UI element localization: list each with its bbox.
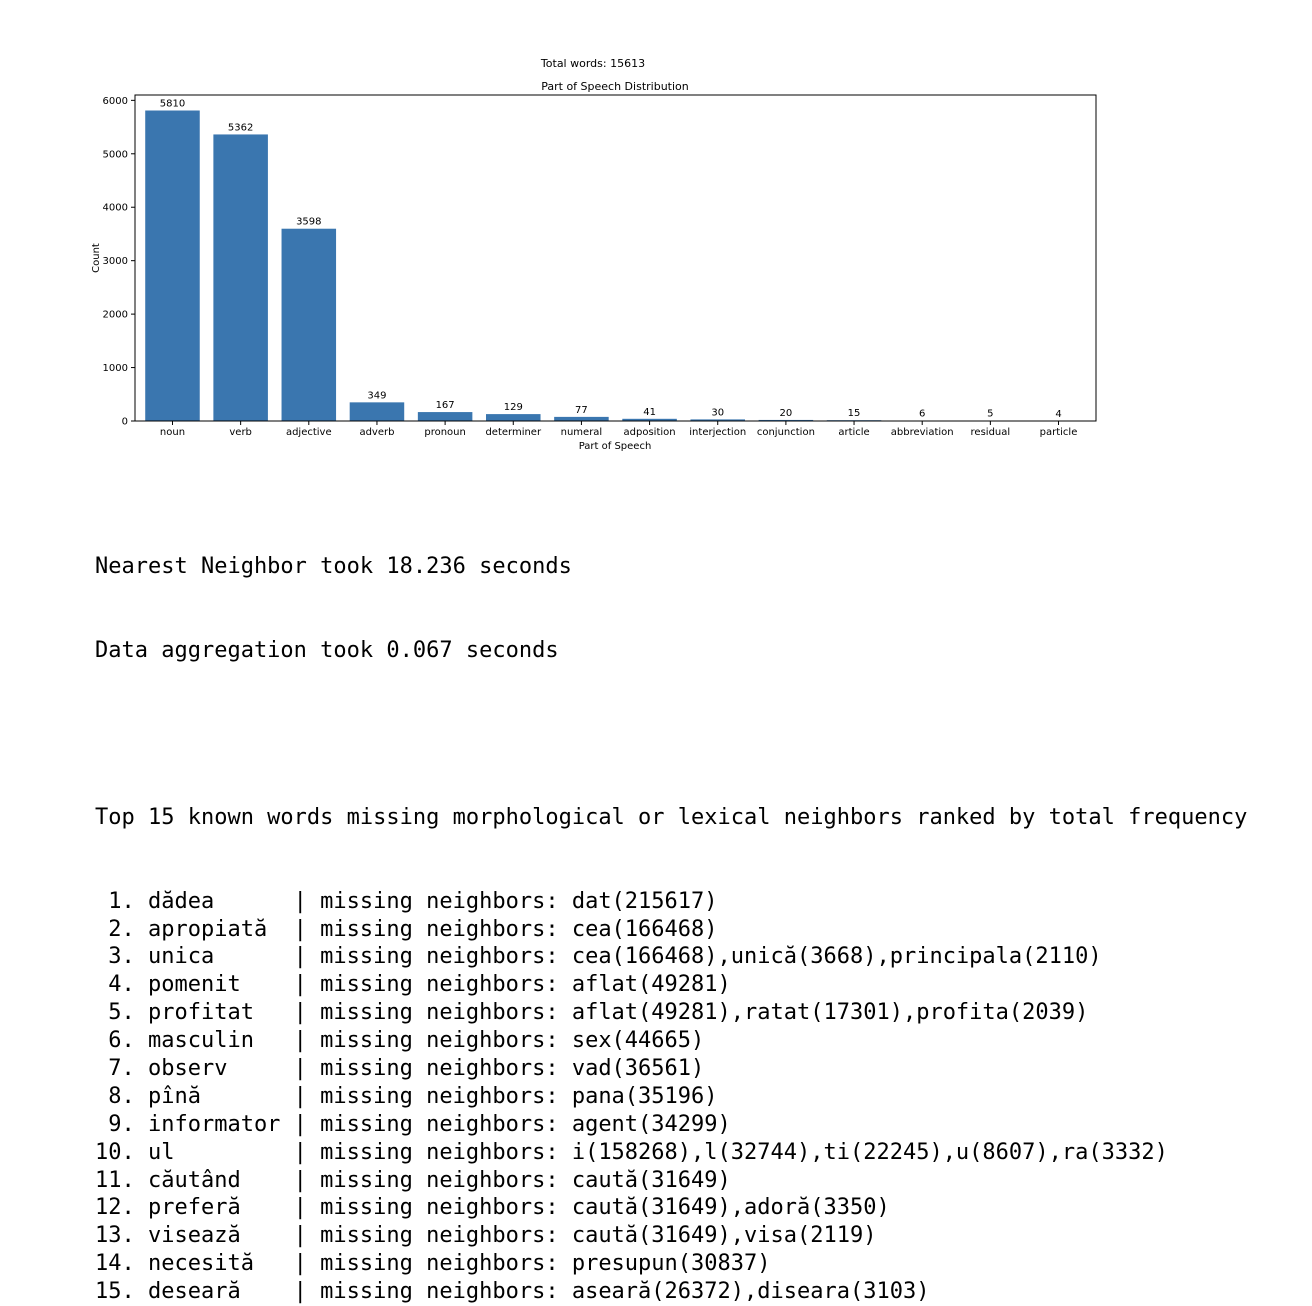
x-tick-label: adposition: [624, 427, 676, 438]
bar-value-label: 5362: [228, 122, 253, 133]
y-tick-label: 1000: [103, 363, 128, 374]
bar-value-label: 5810: [160, 98, 185, 109]
x-tick-label: numeral: [561, 427, 603, 438]
bar-value-label: 167: [436, 400, 455, 411]
bar: [282, 229, 337, 421]
bar: [145, 110, 200, 421]
bar-value-label: 4: [1055, 409, 1061, 420]
result-row: 2. apropiată | missing neighbors: cea(16…: [95, 916, 1247, 944]
result-row: 1. dădea | missing neighbors: dat(215617…: [95, 888, 1247, 916]
x-tick-label: conjunction: [757, 427, 815, 438]
bar: [350, 402, 405, 421]
y-axis-label: Count: [91, 243, 102, 273]
result-row: 12. preferă | missing neighbors: caută(3…: [95, 1194, 1247, 1222]
result-row: 11. căutând | missing neighbors: caută(3…: [95, 1167, 1247, 1195]
result-row: 5. profitat | missing neighbors: aflat(4…: [95, 999, 1247, 1027]
x-tick-label: abbreviation: [891, 427, 954, 438]
x-tick-label: pronoun: [424, 427, 466, 438]
y-tick-label: 4000: [103, 203, 128, 214]
x-tick-label: adverb: [359, 427, 394, 438]
bar-value-label: 349: [367, 390, 386, 401]
console-output: Nearest Neighbor took 18.236 seconds Dat…: [95, 497, 1247, 943]
bar: [554, 417, 609, 421]
bar-value-label: 6: [919, 409, 925, 420]
result-row: 10. ul | missing neighbors: i(158268),l(…: [95, 1139, 1247, 1167]
chart-title: Part of Speech Distribution: [541, 80, 689, 93]
bar-value-label: 3598: [296, 217, 321, 228]
result-row: 3. unica | missing neighbors: cea(166468…: [95, 943, 1247, 971]
result-row: 7. observ | missing neighbors: vad(36561…: [95, 1055, 1247, 1083]
results-heading: Top 15 known words missing morphological…: [95, 804, 1247, 832]
x-tick-label: adjective: [286, 427, 332, 438]
x-axis-label: Part of Speech: [579, 441, 652, 452]
plot-frame: [135, 95, 1096, 421]
results-list: 1. dădea | missing neighbors: dat(215617…: [95, 888, 1247, 916]
result-row: 9. informator | missing neighbors: agent…: [95, 1111, 1247, 1139]
y-tick-label: 2000: [103, 310, 128, 321]
bar: [486, 414, 541, 421]
bar-value-label: 5: [987, 409, 993, 420]
result-row: 4. pomenit | missing neighbors: aflat(49…: [95, 971, 1247, 999]
bar: [213, 134, 268, 421]
bar-value-label: 41: [643, 407, 656, 418]
bar: [418, 412, 473, 421]
bar-value-label: 30: [711, 407, 724, 418]
blank-line: [95, 720, 1247, 748]
x-tick-label: article: [838, 427, 869, 438]
chart-suptitle: Total words: 15613: [540, 57, 645, 70]
x-tick-label: particle: [1040, 427, 1078, 438]
result-row: 15. deseară | missing neighbors: aseară(…: [95, 1278, 1247, 1306]
y-tick-label: 0: [122, 417, 128, 428]
x-tick-label: noun: [160, 427, 185, 438]
timing-line: Nearest Neighbor took 18.236 seconds: [95, 553, 1247, 581]
y-tick-label: 5000: [103, 149, 128, 160]
result-row: 6. masculin | missing neighbors: sex(446…: [95, 1027, 1247, 1055]
x-tick-label: residual: [971, 427, 1011, 438]
x-tick-label: interjection: [689, 427, 746, 438]
result-row: 13. visează | missing neighbors: caută(3…: [95, 1222, 1247, 1250]
bar-value-label: 129: [504, 402, 523, 413]
bar-value-label: 20: [780, 408, 793, 419]
bar-value-label: 77: [575, 405, 588, 416]
timing-line: Data aggregation took 0.067 seconds: [95, 637, 1247, 665]
result-row: 8. pînă | missing neighbors: pana(35196): [95, 1083, 1247, 1111]
bar-value-label: 15: [848, 408, 861, 419]
x-tick-label: verb: [229, 427, 252, 438]
pos-bar-chart: Total words: 15613 Part of Speech Distri…: [0, 0, 1312, 470]
x-tick-label: determiner: [485, 427, 542, 438]
y-tick-label: 3000: [103, 256, 128, 267]
y-tick-label: 6000: [103, 96, 128, 107]
result-row: 14. necesită | missing neighbors: presup…: [95, 1250, 1247, 1278]
